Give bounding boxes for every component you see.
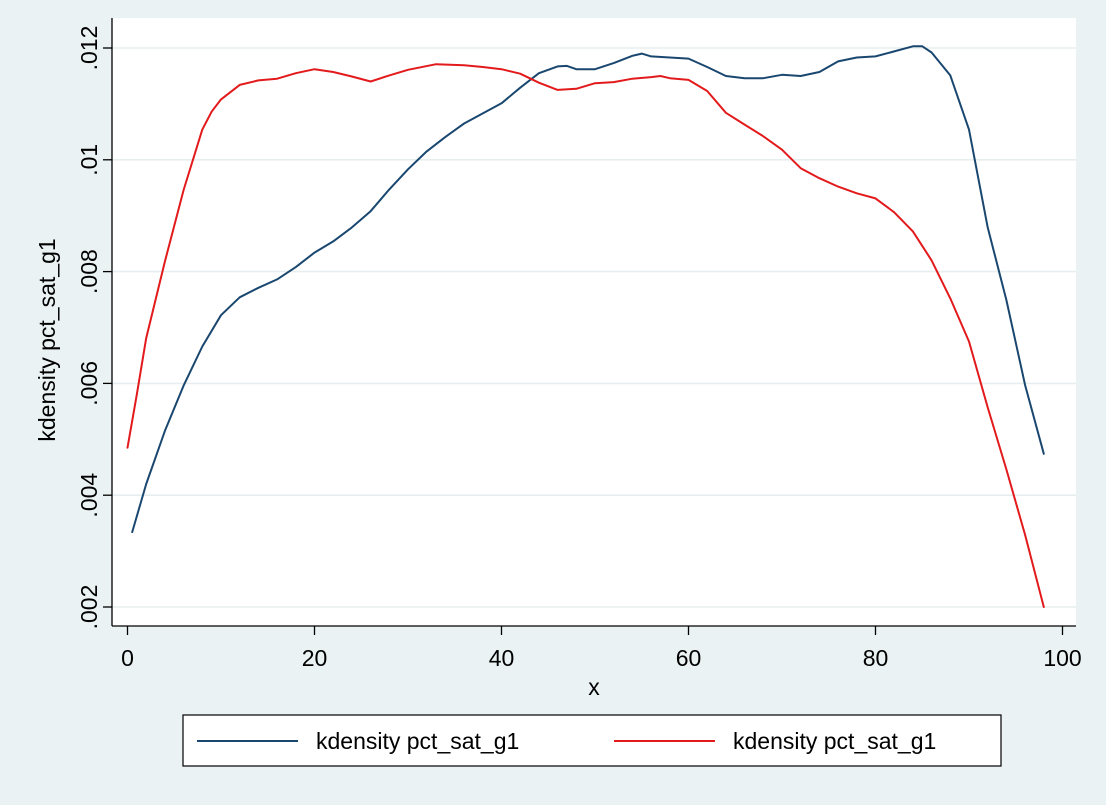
series-line-1 — [131, 45, 1045, 534]
series-line-2 — [126, 63, 1045, 608]
legend-label-2: kdensity pct_sat_g1 — [733, 728, 936, 754]
legend: kdensity pct_sat_g1 kdensity pct_sat_g1 — [182, 714, 1002, 767]
x-tick-label-1: 20 — [302, 645, 328, 671]
y-tick-label-4: .01 — [76, 144, 102, 176]
series-layer — [126, 45, 1045, 608]
x-tick-label-5: 100 — [1043, 645, 1081, 671]
legend-label-1: kdensity pct_sat_g1 — [316, 728, 519, 754]
y-tick-label-2: .006 — [76, 361, 102, 406]
legend-box — [182, 714, 1002, 767]
y-axis-label: kdensity pct_sat_g1 — [34, 238, 60, 441]
gridlines — [112, 47, 1076, 608]
plot-region — [112, 18, 1076, 626]
x-axis-label: x — [588, 674, 600, 700]
y-tick-label-0: .002 — [76, 585, 102, 630]
y-tick-label-5: .012 — [76, 26, 102, 71]
x-tick-label-2: 40 — [489, 645, 515, 671]
y-tick-label-1: .004 — [76, 473, 102, 518]
x-tick-label-3: 60 — [676, 645, 702, 671]
x-tick-label-4: 80 — [863, 645, 889, 671]
axes: .002 .004 .006 .008 .01 .012 0 20 40 60 80 100 — [76, 18, 1082, 671]
x-tick-label-0: 0 — [121, 645, 134, 671]
y-tick-label-3: .008 — [76, 249, 102, 294]
